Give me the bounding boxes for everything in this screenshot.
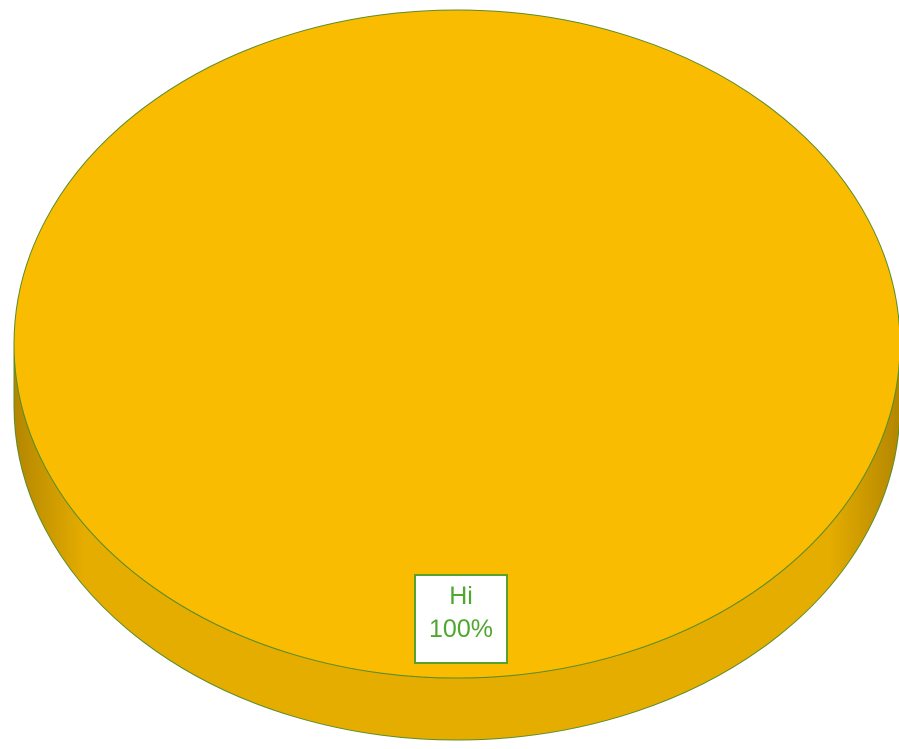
pie-slices bbox=[13, 9, 899, 741]
data-label-hi: Hi 100% bbox=[414, 574, 508, 664]
data-label-percent: 100% bbox=[429, 615, 493, 643]
pie-slice-hi bbox=[13, 9, 899, 679]
data-label-category: Hi bbox=[449, 582, 473, 610]
